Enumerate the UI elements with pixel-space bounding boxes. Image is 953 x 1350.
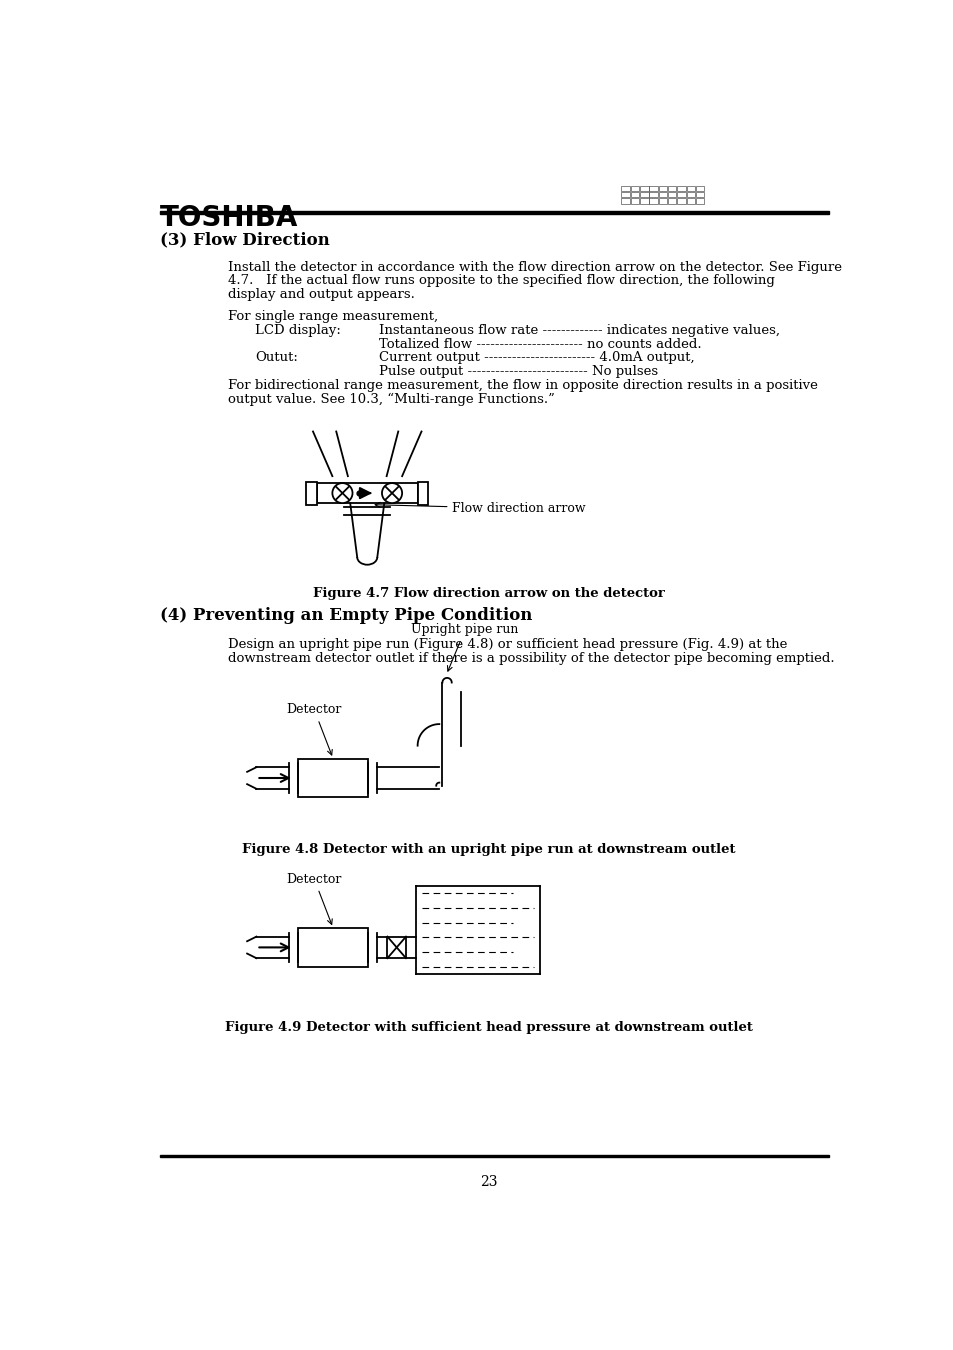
Bar (417, 482, 428, 505)
Bar (677, 186, 685, 192)
Bar (667, 198, 676, 204)
Text: 23: 23 (479, 1174, 497, 1188)
Bar (159, 212, 828, 215)
Text: Current output ------------------------ 4.0mA output,: Current output ------------------------ … (378, 351, 694, 364)
Text: Instantaneous flow rate ------------- indicates negative values,: Instantaneous flow rate ------------- in… (378, 324, 779, 336)
Text: downstream detector outlet if there is a possibility of the detector pipe becomi: downstream detector outlet if there is a… (228, 652, 834, 664)
Bar (686, 186, 695, 192)
Bar (695, 198, 703, 204)
Text: (4) Preventing an Empty Pipe Condition: (4) Preventing an Empty Pipe Condition (159, 608, 532, 624)
Bar (298, 759, 368, 798)
Bar (306, 482, 316, 505)
Text: Upright pipe run: Upright pipe run (411, 624, 518, 671)
Bar (298, 929, 368, 967)
Text: display and output appears.: display and output appears. (228, 289, 415, 301)
Bar (630, 198, 639, 204)
Circle shape (381, 483, 402, 504)
Bar (316, 483, 417, 504)
Text: Install the detector in accordance with the flow direction arrow on the detector: Install the detector in accordance with … (228, 261, 841, 274)
Bar (677, 198, 685, 204)
Text: Design an upright pipe run (Figure 4.8) or sufficient head pressure (Fig. 4.9) a: Design an upright pipe run (Figure 4.8) … (228, 637, 786, 651)
Bar (639, 192, 648, 197)
Text: Flow direction arrow: Flow direction arrow (375, 502, 585, 514)
Text: Detector: Detector (286, 703, 342, 755)
Bar (658, 192, 666, 197)
Circle shape (332, 483, 353, 504)
Bar (639, 198, 648, 204)
Bar (667, 192, 676, 197)
Bar (649, 186, 658, 192)
Text: Pulse output -------------------------- No pulses: Pulse output -------------------------- … (378, 366, 658, 378)
Bar (620, 198, 629, 204)
Bar (630, 192, 639, 197)
Bar (630, 186, 639, 192)
Bar (695, 186, 703, 192)
Bar (667, 186, 676, 192)
Bar (686, 198, 695, 204)
Text: For bidirectional range measurement, the flow in opposite direction results in a: For bidirectional range measurement, the… (228, 379, 817, 391)
Text: Figure 4.7 Flow direction arrow on the detector: Figure 4.7 Flow direction arrow on the d… (313, 587, 664, 599)
Text: For single range measurement,: For single range measurement, (228, 310, 437, 323)
Text: Outut:: Outut: (254, 351, 297, 364)
Text: Figure 4.9 Detector with sufficient head pressure at downstream outlet: Figure 4.9 Detector with sufficient head… (225, 1021, 752, 1034)
Bar (658, 198, 666, 204)
Text: output value. See 10.3, “Multi-range Functions.”: output value. See 10.3, “Multi-range Fun… (228, 393, 554, 406)
Text: Totalized flow ----------------------- no counts added.: Totalized flow ----------------------- n… (378, 338, 700, 351)
Bar (649, 198, 658, 204)
Bar (649, 192, 658, 197)
Text: (3) Flow Direction: (3) Flow Direction (159, 231, 329, 248)
Text: Figure 4.8 Detector with an upright pipe run at downstream outlet: Figure 4.8 Detector with an upright pipe… (242, 844, 735, 856)
Bar (695, 192, 703, 197)
Bar (658, 186, 666, 192)
Text: LCD display:: LCD display: (254, 324, 340, 336)
Text: Detector: Detector (286, 873, 342, 925)
Bar (686, 192, 695, 197)
Text: TOSHIBA: TOSHIBA (159, 204, 297, 232)
Bar (620, 192, 629, 197)
Bar (620, 186, 629, 192)
Text: 4.7.   If the actual flow runs opposite to the specified flow direction, the fol: 4.7. If the actual flow runs opposite to… (228, 274, 774, 288)
Bar (677, 192, 685, 197)
Bar (159, 1156, 828, 1157)
Bar (639, 186, 648, 192)
